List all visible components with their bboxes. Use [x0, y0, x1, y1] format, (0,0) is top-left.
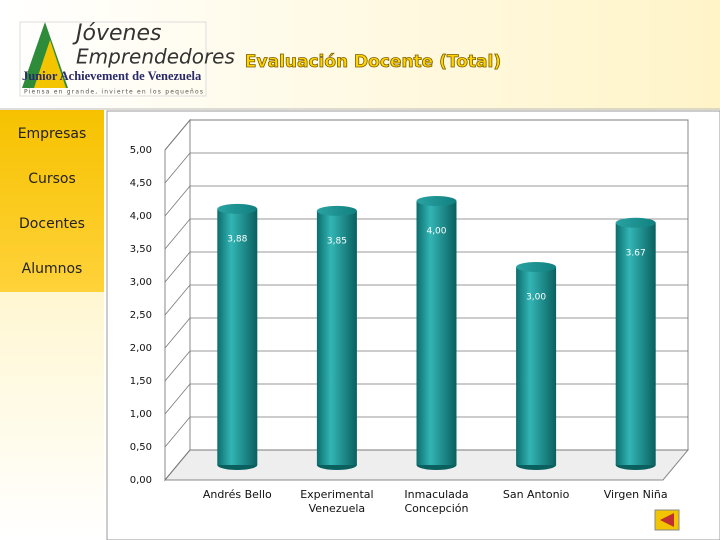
menu-item[interactable]: Cursos: [28, 171, 76, 187]
nav-arrow[interactable]: [660, 513, 674, 527]
y-tick-label: 0,00: [130, 475, 152, 486]
grid-line: [164, 152, 688, 184]
bar-top: [615, 217, 656, 228]
chart-title: Evaluación Docente (Total): [245, 52, 501, 72]
grid-line: [164, 218, 688, 250]
bar-top: [217, 203, 258, 214]
bar: [615, 222, 656, 465]
bar-top: [316, 205, 357, 216]
x-tick-label: Virgen Niña: [603, 488, 668, 501]
logo-line2: Emprendedores: [76, 45, 235, 69]
value-label: 4,00: [426, 227, 446, 237]
grid-line: [164, 119, 688, 151]
logo-slogan: Piensa en grande, invierte en los pequeñ…: [24, 89, 204, 96]
bar-top: [416, 196, 457, 206]
value-label: 3,88: [227, 234, 247, 244]
logo: Jóvenes Emprendedores Junior Achievement…: [19, 21, 235, 97]
bar: [217, 208, 258, 466]
logo-line1: Jóvenes: [72, 21, 161, 46]
logo-org: Junior Achievement de Venezuela: [22, 69, 202, 83]
y-tick-label: 4,00: [130, 211, 152, 222]
logo-frame: [19, 21, 207, 97]
value-label: 3,85: [327, 236, 347, 246]
bar: [416, 201, 457, 465]
y-tick-label: 0,50: [130, 442, 152, 453]
y-tick-label: 1,00: [130, 409, 152, 420]
grid-line: [164, 251, 688, 283]
y-tick-label: 4,50: [130, 178, 152, 189]
y-tick-label: 2,50: [130, 310, 152, 321]
y-tick-label: 3,50: [130, 244, 152, 255]
x-tick-label: San Antonio: [502, 488, 570, 501]
logo-triangle: [34, 40, 66, 88]
bar: [316, 210, 357, 465]
x-tick-label: Inmaculada Concepción: [404, 488, 469, 515]
value-label: 3,00: [526, 293, 546, 303]
y-tick-label: 2,00: [130, 343, 152, 354]
nav-button[interactable]: [654, 509, 680, 531]
menu-item[interactable]: Empresas: [18, 126, 87, 142]
y-tick-label: 3,00: [130, 277, 152, 288]
y-tick-label: 1,50: [130, 376, 152, 387]
x-tick-label: Andrés Bello: [202, 488, 272, 501]
menu-item[interactable]: Alumnos: [22, 261, 83, 277]
bar-top: [516, 262, 557, 272]
header-bg: [0, 0, 720, 110]
value-label: 3.67: [626, 248, 646, 258]
bar: [516, 267, 557, 465]
y-tick-label: 5,00: [130, 145, 152, 156]
x-tick-label: Experimental Venezuela: [300, 488, 374, 515]
menu-bg: [0, 110, 104, 292]
grid-line: [164, 185, 688, 217]
menu-item[interactable]: Docentes: [19, 216, 85, 232]
